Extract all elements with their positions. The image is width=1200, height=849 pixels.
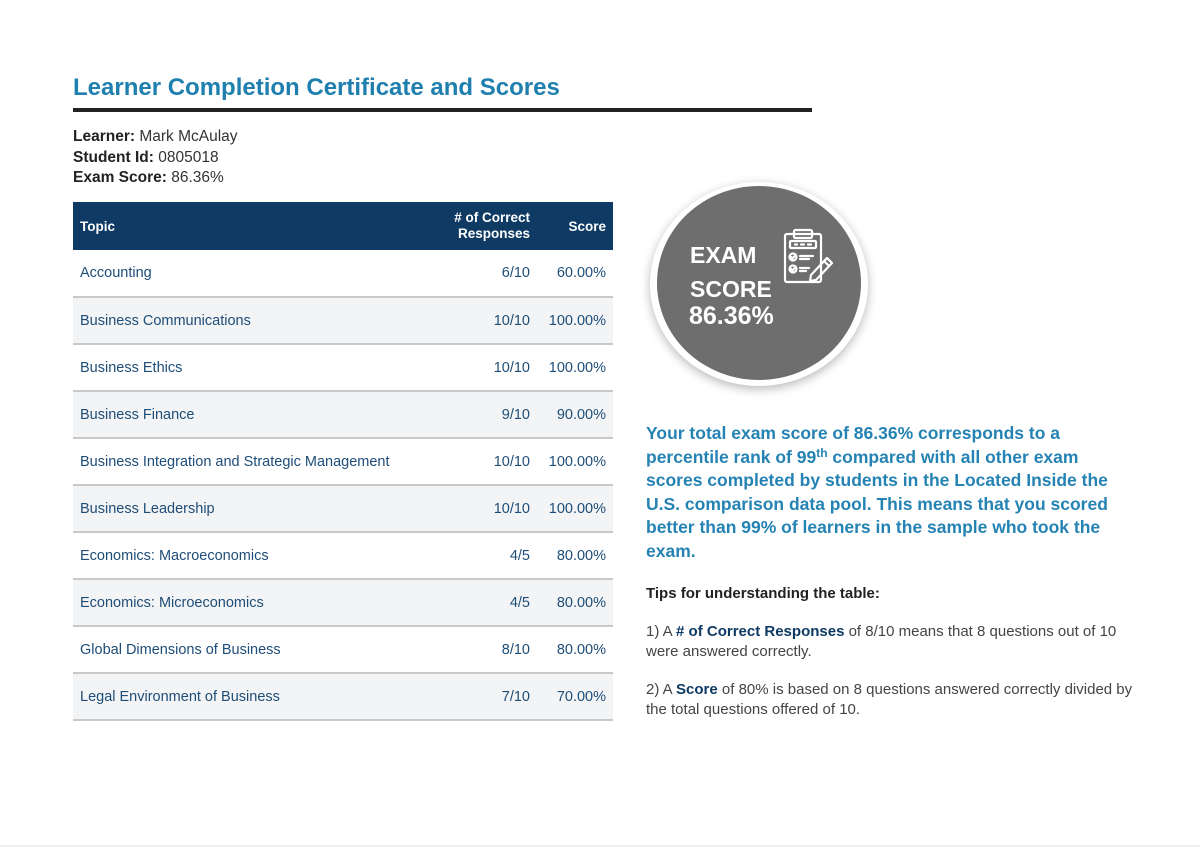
responses-cell: 10/10: [447, 485, 537, 533]
score-cell: 100.00%: [537, 297, 613, 345]
table-row: Business Integration and Strategic Manag…: [73, 438, 613, 486]
score-cell: 80.00%: [537, 532, 613, 580]
table-row: Accounting 6/10 60.00%: [73, 250, 613, 298]
scores-table: Topic # of Correct Responses Score Accou…: [73, 202, 613, 721]
table-row: Economics: Macroeconomics 4/5 80.00%: [73, 532, 613, 580]
header-responses-line2: Responses: [457, 226, 530, 241]
responses-cell: 7/10: [447, 673, 537, 721]
header-responses-line1: # of Correct: [454, 210, 530, 225]
score-cell: 100.00%: [537, 438, 613, 486]
summary-part1: Your total exam score of 86.36% correspo…: [646, 423, 1060, 467]
badge-label-line1: EXAM: [690, 242, 757, 268]
topic-cell: Accounting: [73, 250, 447, 298]
learner-info: Learner: Mark McAulay Student Id: 080501…: [73, 127, 238, 189]
tip2-suffix: of 80% is based on 8 questions answered …: [646, 681, 1133, 718]
student-id-row: Student Id: 0805018: [73, 148, 238, 169]
topic-cell: Economics: Microeconomics: [73, 579, 447, 627]
topic-cell: Business Finance: [73, 391, 447, 439]
badge-label: EXAM SCORE: [690, 238, 772, 306]
header-topic: Topic: [73, 202, 447, 250]
responses-cell: 6/10: [447, 250, 537, 298]
score-cell: 90.00%: [537, 391, 613, 439]
topic-cell: Business Ethics: [73, 344, 447, 392]
responses-cell: 4/5: [447, 579, 537, 627]
exam-score-value: 86.36%: [171, 169, 224, 186]
page-bottom-divider: [0, 845, 1200, 847]
score-cell: 60.00%: [537, 250, 613, 298]
badge-label-line2: SCORE: [690, 276, 772, 302]
responses-cell: 10/10: [447, 297, 537, 345]
score-cell: 80.00%: [537, 626, 613, 674]
exam-score-label: Exam Score:: [73, 169, 167, 186]
learner-label: Learner:: [73, 128, 136, 145]
exam-score-row: Exam Score: 86.36%: [73, 168, 238, 189]
table-row: Legal Environment of Business 7/10 70.00…: [73, 673, 613, 721]
responses-cell: 8/10: [447, 626, 537, 674]
table-row: Business Communications 10/10 100.00%: [73, 297, 613, 345]
responses-cell: 10/10: [447, 344, 537, 392]
topic-cell: Business Integration and Strategic Manag…: [73, 438, 447, 486]
header-responses: # of Correct Responses: [447, 202, 537, 250]
tip-score: 2) A Score of 80% is based on 8 question…: [646, 680, 1136, 720]
badge-value: 86.36%: [689, 302, 774, 330]
responses-cell: 9/10: [447, 391, 537, 439]
learner-row: Learner: Mark McAulay: [73, 127, 238, 148]
header-score: Score: [537, 202, 613, 250]
table-row: Business Ethics 10/10 100.00%: [73, 344, 613, 392]
topic-cell: Business Communications: [73, 297, 447, 345]
score-cell: 80.00%: [537, 579, 613, 627]
topic-cell: Economics: Macroeconomics: [73, 532, 447, 580]
topic-cell: Legal Environment of Business: [73, 673, 447, 721]
tip1-prefix: 1) A: [646, 623, 677, 640]
percentile-summary: Your total exam score of 86.36% correspo…: [646, 422, 1126, 563]
score-cell: 100.00%: [537, 344, 613, 392]
tip2-prefix: 2) A: [646, 681, 677, 698]
table-row: Economics: Microeconomics 4/5 80.00%: [73, 579, 613, 627]
responses-cell: 4/5: [447, 532, 537, 580]
page-title: Learner Completion Certificate and Score…: [73, 74, 560, 101]
student-id-value: 0805018: [158, 148, 219, 166]
summary-part2: compared with all other exam scores comp…: [646, 446, 1108, 561]
tip1-suffix: of 8/10 means that 8 questions out of 10…: [646, 623, 1117, 660]
clipboard-checklist-icon: [783, 228, 834, 284]
table-row: Business Leadership 10/10 100.00%: [73, 485, 613, 533]
tip2-highlight: Score: [676, 681, 718, 698]
exam-score-badge-fill: [657, 186, 861, 380]
topic-cell: Business Leadership: [73, 485, 447, 533]
summary-sup: th: [816, 445, 828, 460]
tips-title: Tips for understanding the table:: [646, 585, 880, 602]
score-cell: 70.00%: [537, 673, 613, 721]
tip1-highlight: # of Correct Responses: [676, 623, 845, 640]
table-header-row: Topic # of Correct Responses Score: [73, 202, 613, 250]
tip-responses: 1) A # of Correct Responses of 8/10 mean…: [646, 622, 1136, 662]
student-id-label: Student Id:: [73, 148, 154, 166]
table-row: Business Finance 9/10 90.00%: [73, 391, 613, 439]
responses-cell: 10/10: [447, 438, 537, 486]
table-row: Global Dimensions of Business 8/10 80.00…: [73, 626, 613, 674]
score-cell: 100.00%: [537, 485, 613, 533]
title-divider: [73, 108, 812, 112]
topic-cell: Global Dimensions of Business: [73, 626, 447, 674]
learner-value: Mark McAulay: [139, 128, 238, 145]
